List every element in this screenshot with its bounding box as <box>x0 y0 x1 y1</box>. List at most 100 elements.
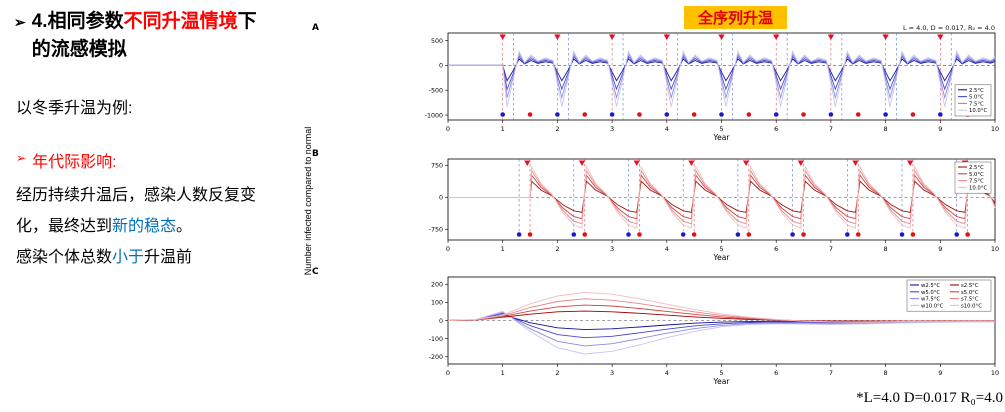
event-dot-blue <box>938 112 943 117</box>
x-tick-label: 6 <box>774 369 778 377</box>
para-l2-pre: 化，最终达到 <box>16 218 113 235</box>
event-dot-blue <box>899 232 905 237</box>
event-dot-red <box>637 232 642 237</box>
legend-label: 2.5°C <box>969 165 984 171</box>
event-dot-blue <box>555 112 560 117</box>
heading-post: 下 <box>237 11 257 32</box>
legend-label: s5.0°C <box>961 290 979 296</box>
warming-triangle-icon <box>718 34 725 40</box>
x-tick-label: 10 <box>991 125 999 133</box>
x-tick-label: 5 <box>719 369 723 377</box>
left-text-block: ➢ 4.相同参数不同升温情境下 的流感模拟 以冬季升温为例: ➢ 年代际影响: 经… <box>14 8 306 408</box>
warming-triangle-icon <box>688 160 695 166</box>
section-heading-text: 4.相同参数不同升温情境下 的流感模拟 <box>32 8 257 63</box>
warming-triangle-icon <box>827 34 835 40</box>
x-axis-label: Year <box>713 253 731 262</box>
event-dot-blue <box>609 112 615 117</box>
event-dot-blue <box>773 112 779 117</box>
x-axis-label: Year <box>713 377 731 386</box>
y-tick-label: 500 <box>431 38 443 45</box>
x-tick-label: 2 <box>555 245 559 253</box>
warming-triangle-icon <box>852 160 859 166</box>
legend-label: 2.5°C <box>969 88 984 94</box>
x-tick-label: 6 <box>774 245 778 253</box>
legend-label: 10.0°C <box>969 108 987 114</box>
x-tick-label: 4 <box>665 245 669 253</box>
legend-label: 10.0°C <box>969 185 987 191</box>
y-tick-label: 0 <box>439 318 443 325</box>
legend-label: s10.0°C <box>961 303 982 309</box>
panel-annotation: L = 4.0, D = 0.017, R₀ = 4.0 <box>903 24 995 32</box>
x-tick-label: 0 <box>446 245 450 253</box>
warming-triangle-icon <box>608 34 616 40</box>
x-tick-label: 0 <box>446 369 450 377</box>
section-heading: ➢ 4.相同参数不同升温情境下 的流感模拟 <box>14 8 306 63</box>
x-tick-label: 4 <box>665 369 669 377</box>
parameters-footnote: *L=4.0 D=0.017 R₀=4.0 <box>856 390 1003 406</box>
warming-triangle-icon <box>578 160 586 166</box>
event-dot-blue <box>664 112 670 117</box>
y-tick-label: 200 <box>431 282 443 289</box>
x-tick-label: 0 <box>446 125 450 133</box>
series-line <box>447 311 996 347</box>
event-dot-red <box>691 112 697 117</box>
warming-triangle-icon <box>773 34 780 40</box>
event-dot-blue <box>954 232 960 237</box>
event-dot-red <box>637 112 642 117</box>
event-dot-red <box>965 232 970 237</box>
x-tick-label: 1 <box>501 125 505 133</box>
y-tick-label: -750 <box>429 227 443 234</box>
x-tick-label: 2 <box>555 125 559 133</box>
event-dot-blue <box>828 112 834 117</box>
warming-triangle-icon <box>907 160 914 166</box>
para-line-3: 感染个体总数小于升温前 <box>16 242 256 273</box>
series-line <box>448 180 996 213</box>
warming-triangle-icon <box>499 34 506 40</box>
warming-triangle-icon <box>742 160 750 166</box>
y-tick-label: -100 <box>429 336 443 343</box>
figure-area: 全序列升温 Number infected compared to normal… <box>300 0 1005 412</box>
event-dot-red <box>910 232 916 237</box>
event-dot-red <box>582 112 588 117</box>
x-tick-label: 5 <box>719 245 723 253</box>
event-dot-red <box>801 232 806 237</box>
event-dot-blue <box>516 232 522 237</box>
arrow-bullet-icon: ➢ <box>14 14 26 30</box>
para-l2-post: 。 <box>176 218 193 235</box>
x-tick-label: 9 <box>938 369 942 377</box>
panel-letter: C <box>312 267 319 277</box>
panel-letter: B <box>312 149 319 159</box>
x-tick-label: 8 <box>884 369 888 377</box>
event-dot-blue <box>845 232 850 237</box>
x-tick-label: 3 <box>610 245 614 253</box>
warming-triangle-icon <box>524 160 531 166</box>
event-dot-red <box>746 112 752 117</box>
panel-letter: A <box>312 23 319 33</box>
event-dot-red <box>582 232 588 237</box>
heading-line2: 的流感模拟 <box>31 38 127 60</box>
event-dot-blue <box>680 232 686 237</box>
event-dot-blue <box>719 112 724 117</box>
heading-highlight: 不同升温情境 <box>123 11 238 32</box>
x-tick-label: 10 <box>991 245 999 253</box>
x-tick-label: 8 <box>884 245 888 253</box>
para-l3-highlight: 小于 <box>112 249 145 266</box>
x-axis-label: Year <box>713 133 731 142</box>
event-dot-blue <box>790 232 795 237</box>
x-tick-label: 7 <box>829 245 833 253</box>
legend-label: w7.5°C <box>921 297 940 303</box>
x-tick-label: 10 <box>991 369 999 377</box>
decadal-label: 年代际影响: <box>32 154 117 171</box>
legend-label: w10.0°C <box>921 303 944 309</box>
x-tick-label: 3 <box>610 369 614 377</box>
x-tick-label: 7 <box>829 369 833 377</box>
y-tick-label: 100 <box>431 300 443 307</box>
warming-triangle-icon <box>882 34 889 40</box>
legend-label: s7.5°C <box>961 297 979 303</box>
x-tick-label: 3 <box>610 125 614 133</box>
x-tick-label: 9 <box>938 125 942 133</box>
x-tick-label: 4 <box>665 125 669 133</box>
x-tick-label: 1 <box>501 245 505 253</box>
event-dot-red <box>691 232 697 237</box>
warming-triangle-icon <box>937 34 944 40</box>
